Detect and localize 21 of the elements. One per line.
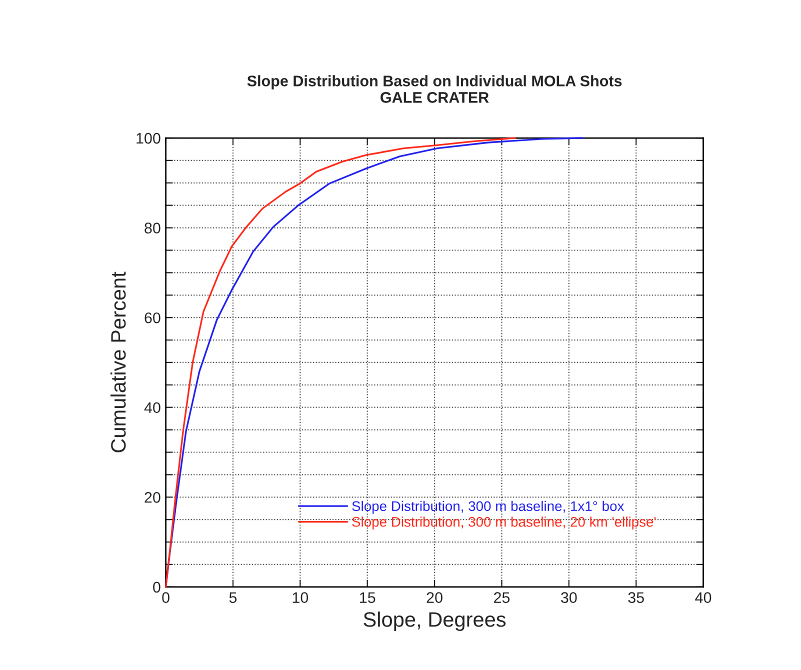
x-tick-label: 40 [695, 592, 712, 604]
x-tick-label: 15 [360, 592, 376, 604]
x-tick-label: 25 [494, 592, 510, 604]
x-tick-label: 5 [229, 592, 237, 604]
y-tick-label: 80 [144, 222, 160, 234]
chart-subtitle: GALE CRATER [380, 92, 489, 103]
x-tick-label: 30 [560, 592, 577, 604]
legend-label: Slope Distribution, 300 m baseline, 20 km 'ellipse' [352, 516, 656, 530]
y-tick-label: 0 [153, 582, 160, 593]
x-tick-label: 0 [162, 592, 170, 604]
x-axis-title: Slope, Degrees [364, 612, 506, 631]
y-tick-label: 40 [144, 402, 160, 414]
y-tick-label: 20 [144, 492, 160, 503]
y-tick-label: 100 [136, 132, 160, 144]
y-tick-label: 60 [144, 312, 160, 324]
x-tick-label: 20 [426, 592, 442, 604]
chart-title: Slope Distribution Based on Individual MOLA Shots [247, 75, 622, 90]
x-tick-label: 10 [292, 592, 308, 604]
y-axis-title: Cumulative Percent [110, 272, 126, 452]
x-tick-label: 35 [628, 592, 644, 604]
legend-label: Slope Distribution, 300 m baseline, 1x1° box [352, 500, 624, 514]
